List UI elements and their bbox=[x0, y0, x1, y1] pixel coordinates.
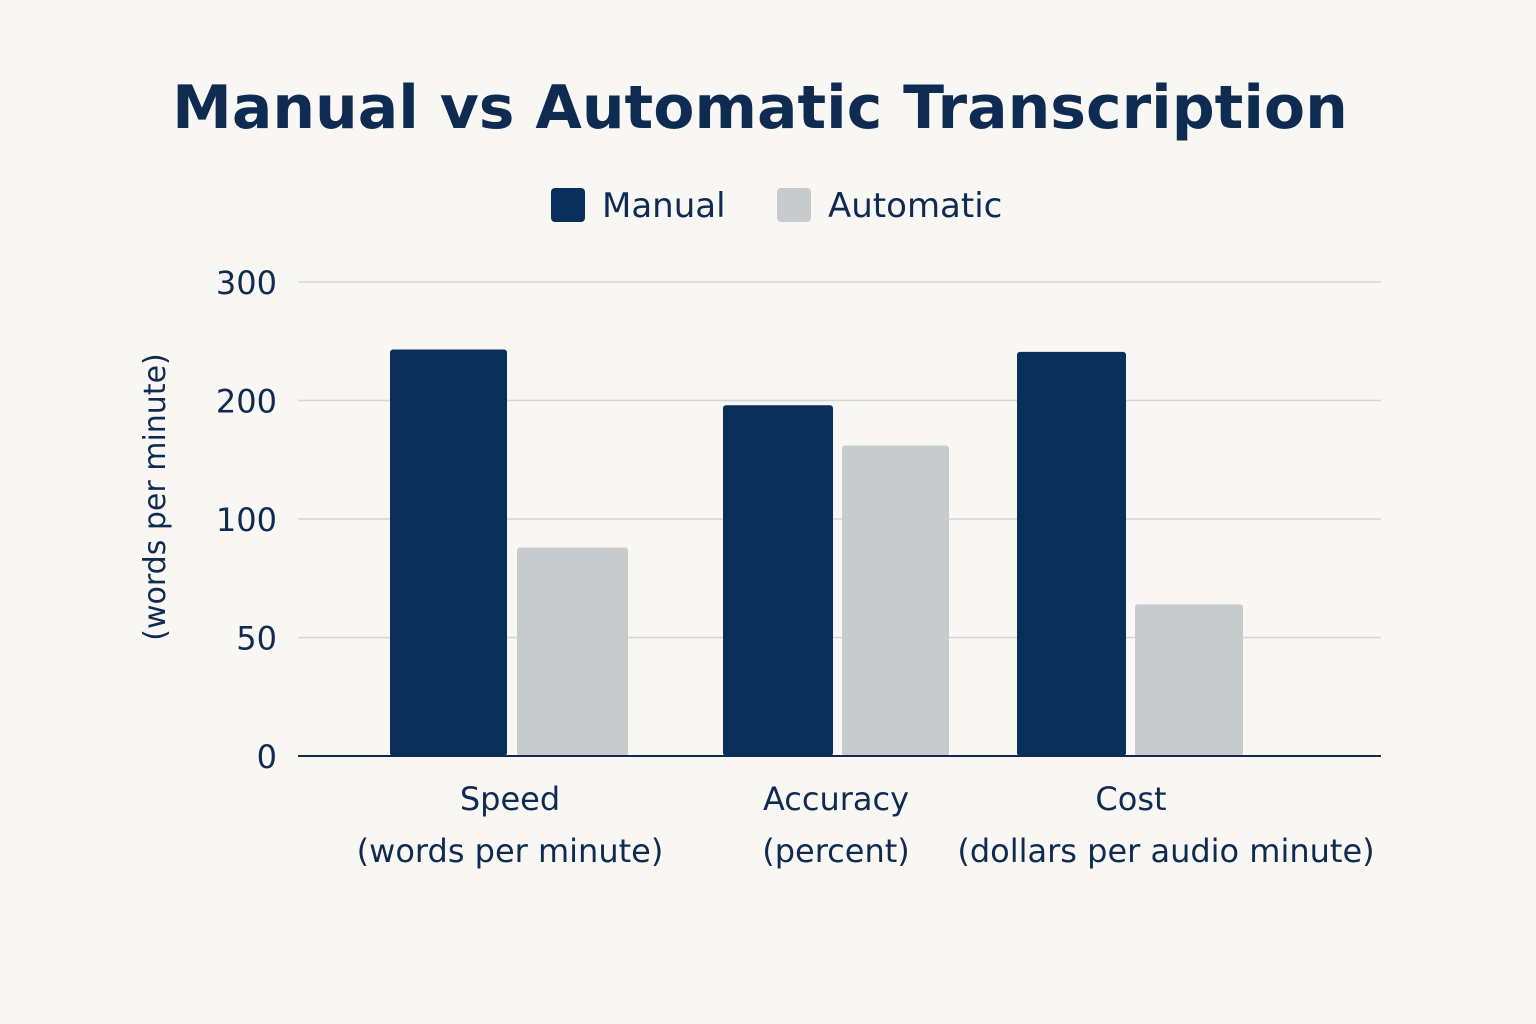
bars bbox=[390, 349, 1243, 756]
legend-swatch-manual bbox=[551, 188, 585, 222]
category-sublabel-speed: (words per minute) bbox=[357, 832, 664, 870]
legend: Manual Automatic bbox=[551, 186, 1002, 226]
bar-manual-speed bbox=[390, 349, 507, 756]
y-tick-label: 100 bbox=[216, 501, 277, 539]
legend-label-manual: Manual bbox=[602, 186, 726, 226]
y-axis-label: (words per minute) bbox=[138, 353, 173, 641]
y-tick-label: 0 bbox=[257, 738, 277, 776]
y-tick-label: 200 bbox=[216, 383, 277, 421]
category-label-accuracy: Accuracy bbox=[763, 780, 909, 818]
bar-manual-accuracy bbox=[723, 405, 833, 756]
y-tick-label: 50 bbox=[236, 620, 277, 658]
chart-title: Manual vs Automatic Transcription bbox=[172, 73, 1348, 143]
y-tick-label: 300 bbox=[216, 264, 277, 302]
bar-automatic-speed bbox=[517, 547, 628, 756]
category-label-cost: Cost bbox=[1095, 780, 1166, 818]
category-labels: Speed (words per minute) Accuracy (percent)… bbox=[357, 780, 1375, 870]
category-sublabel-cost: (dollars per audio minute) bbox=[957, 832, 1374, 870]
bar-automatic-cost bbox=[1135, 604, 1243, 756]
category-label-speed: Speed bbox=[460, 780, 560, 818]
bar-manual-cost bbox=[1017, 351, 1126, 756]
bar-automatic-accuracy bbox=[842, 445, 949, 756]
category-sublabel-accuracy: (percent) bbox=[762, 832, 910, 870]
legend-swatch-automatic bbox=[777, 188, 811, 222]
legend-label-automatic: Automatic bbox=[828, 186, 1002, 226]
y-axis-ticks: 0 50 100 200 300 bbox=[216, 264, 277, 776]
